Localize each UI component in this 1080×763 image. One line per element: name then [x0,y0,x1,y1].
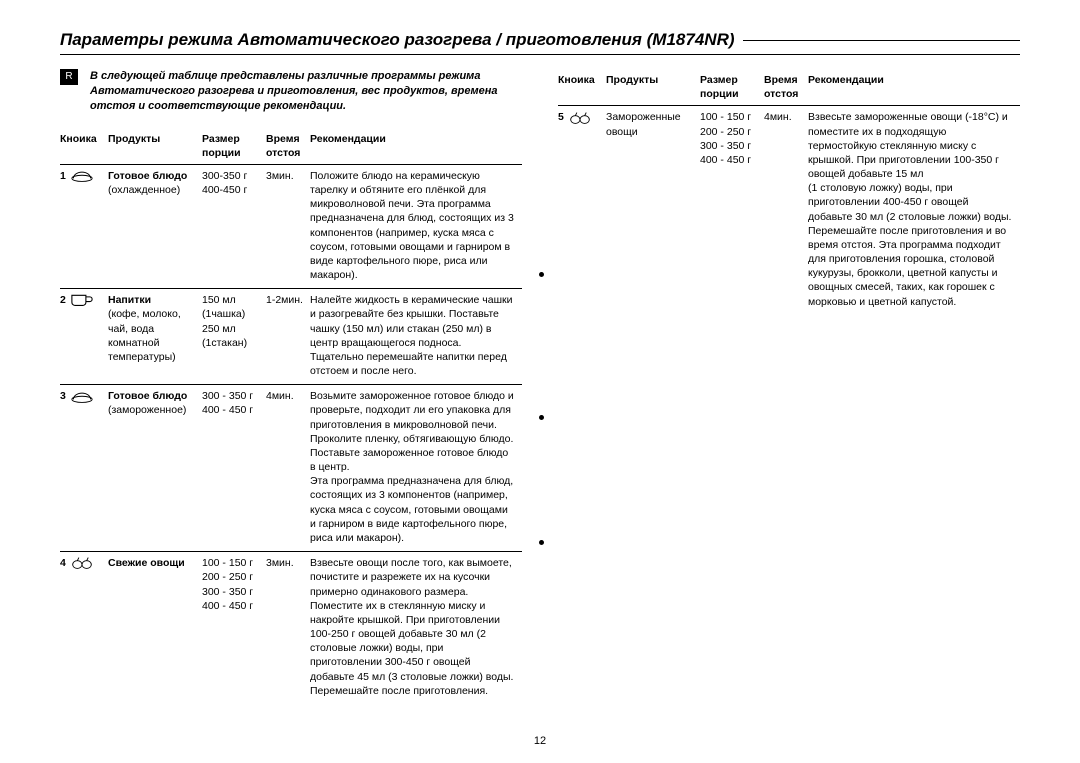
cell-button: 1 [60,164,108,288]
th-button: Кноика [60,128,108,165]
right-column: Кноика Продукты Размерпорции Времяотстоя… [558,69,1020,704]
cell-button: 2 [60,289,108,385]
program-table-right: Кноика Продукты Размерпорции Времяотстоя… [558,69,1020,315]
cell-recommendation: Положите блюдо на керамическую тарелку и… [310,164,522,288]
cell-product: Напитки(кофе, молоко, чай, вода комнатно… [108,289,202,385]
cup-icon [69,293,95,307]
cell-size: 100 - 150 г200 - 250 г300 - 350 г400 - 4… [700,106,764,315]
cell-button: 3 [60,385,108,552]
cell-product: Готовое блюдо(замороженное) [108,385,202,552]
cell-recommendation: Взвесьте замороженные овощи (-18°C) и по… [808,106,1020,315]
dish-icon [69,390,95,404]
table-row: 4Свежие овощи100 - 150 г200 - 250 г300 -… [60,552,522,704]
intro-text: В следующей таблице представлены различн… [90,69,522,114]
cell-time: 4мин. [764,106,808,315]
table-row: 1Готовое блюдо(охлажденное)300-350 г400-… [60,164,522,288]
cell-product: Замороженные овощи [606,106,700,315]
cell-product: Готовое блюдо(охлажденное) [108,164,202,288]
cell-time: 3мин. [266,552,310,704]
cell-button: 5 [558,106,606,315]
cell-time: 4мин. [266,385,310,552]
cell-product: Свежие овощи [108,552,202,704]
page-title: Параметры режима Автоматического разогре… [60,30,743,50]
left-column: R В следующей таблице представлены разли… [60,69,522,704]
table-row: 5Замороженные овощи100 - 150 г200 - 250 … [558,106,1020,315]
language-badge: R [60,69,78,85]
th-time: Времяотстоя [764,69,808,106]
bullet-icon [539,540,544,545]
cell-recommendation: Налейте жидкость в керамические чашки и … [310,289,522,385]
page-number: 12 [0,735,1080,747]
cell-time: 1-2мин. [266,289,310,385]
th-rec: Рекомендации [808,69,1020,106]
bullet-icon [539,415,544,420]
veg-icon [567,111,593,125]
title-rule [743,40,1020,41]
cell-time: 3мин. [266,164,310,288]
bullet-icon [539,272,544,277]
table-row: 2Напитки(кофе, молоко, чай, вода комнатн… [60,289,522,385]
cell-recommendation: Взвесьте овощи после того, как вымоете, … [310,552,522,704]
th-button: Кноика [558,69,606,106]
veg-icon [69,556,95,570]
th-size: Размерпорции [202,128,266,165]
cell-recommendation: Возьмите замороженное готовое блюдо и пр… [310,385,522,552]
divider [60,54,1020,55]
th-time: Времяотстоя [266,128,310,165]
cell-button: 4 [60,552,108,704]
cell-size: 300-350 г400-450 г [202,164,266,288]
program-table-left: Кноика Продукты Размерпорции Времяотстоя… [60,128,522,704]
th-products: Продукты [606,69,700,106]
cell-size: 100 - 150 г200 - 250 г300 - 350 г400 - 4… [202,552,266,704]
dish-icon [69,169,95,183]
cell-size: 150 мл(1чашка)250 мл(1стакан) [202,289,266,385]
th-products: Продукты [108,128,202,165]
cell-size: 300 - 350 г400 - 450 г [202,385,266,552]
table-row: 3Готовое блюдо(замороженное)300 - 350 г4… [60,385,522,552]
th-rec: Рекомендации [310,128,522,165]
th-size: Размерпорции [700,69,764,106]
